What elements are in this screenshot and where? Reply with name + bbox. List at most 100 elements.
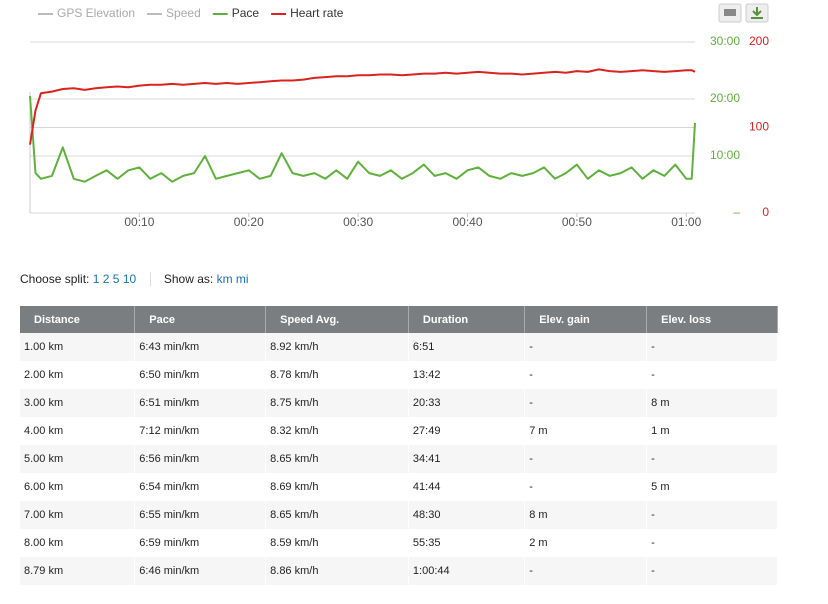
table-cell: 7:12 min/km bbox=[134, 417, 267, 445]
table-cell: 8.78 km/h bbox=[265, 361, 409, 389]
table-cell: 20:33 bbox=[408, 389, 526, 417]
table-cell: 7.00 km bbox=[20, 501, 136, 529]
table-cell: 6:50 min/km bbox=[134, 361, 267, 389]
series-line bbox=[29, 96, 696, 183]
table-cell: - bbox=[646, 361, 778, 389]
table-cell: - bbox=[524, 557, 648, 585]
y-tick-label: 20:00 bbox=[710, 91, 740, 105]
series-line bbox=[29, 68, 696, 145]
table-cell: 6:51 min/km bbox=[134, 389, 267, 417]
table-cell: 2.00 km bbox=[20, 361, 136, 389]
y2-tick-label: 100 bbox=[749, 120, 769, 134]
table-cell: 8.32 km/h bbox=[265, 417, 409, 445]
table-cell: - bbox=[646, 333, 778, 361]
split-link[interactable]: 2 bbox=[102, 272, 110, 286]
table-cell: 8.79 km bbox=[20, 557, 136, 585]
table-cell: 8.59 km/h bbox=[265, 529, 409, 557]
table-row: 8.00 km 6:59 min/km 8.59 km/h 55:35 2 m- bbox=[20, 529, 778, 557]
legend-label: Pace bbox=[232, 6, 260, 20]
x-tick-label: 00:50 bbox=[562, 215, 592, 229]
table-cell: 6:59 min/km bbox=[134, 529, 267, 557]
y2-tick-label: 0 bbox=[762, 205, 769, 219]
download-icon[interactable] bbox=[745, 3, 769, 23]
table-cell: - bbox=[524, 445, 648, 473]
table-cell: 8.92 km/h bbox=[265, 333, 409, 361]
x-tick-label: 00:30 bbox=[343, 215, 373, 229]
table-cell: 6:46 min/km bbox=[134, 557, 267, 585]
column-header: Duration bbox=[408, 306, 526, 333]
legend-label: Speed bbox=[166, 6, 201, 20]
table-cell: 4.00 km bbox=[20, 417, 136, 445]
table-cell: 8 m bbox=[646, 389, 778, 417]
table-cell: 8.75 km/h bbox=[265, 389, 409, 417]
table-cell: 2 m bbox=[524, 529, 648, 557]
legend-label: GPS Elevation bbox=[57, 6, 135, 20]
separator bbox=[149, 272, 151, 286]
column-header: Elev. gain bbox=[524, 306, 648, 333]
table-cell: 1.00 km bbox=[20, 333, 136, 361]
table-cell: - bbox=[646, 557, 778, 585]
table-cell: 8.86 km/h bbox=[265, 557, 409, 585]
table-cell: - bbox=[646, 501, 778, 529]
split-link[interactable]: 5 bbox=[112, 272, 120, 286]
unit-link[interactable]: mi bbox=[235, 272, 249, 286]
table-cell: 8 m bbox=[524, 501, 648, 529]
split-link[interactable]: 10 bbox=[122, 272, 137, 286]
split-link[interactable]: 1 bbox=[92, 272, 100, 286]
table-cell: 6.00 km bbox=[20, 473, 136, 501]
split-options: 1 2 5 10 bbox=[93, 272, 140, 286]
y2-tick-label: 200 bbox=[749, 34, 769, 48]
table-cell: - bbox=[524, 361, 648, 389]
table-cell: 8.65 km/h bbox=[265, 445, 409, 473]
show-label: Show as: bbox=[163, 272, 214, 286]
table-cell: 6:56 min/km bbox=[134, 445, 267, 473]
split-controls: Choose split: 1 2 5 10 Show as: km mi bbox=[20, 272, 249, 286]
print-icon[interactable] bbox=[718, 3, 742, 23]
x-tick-label: 00:40 bbox=[452, 215, 482, 229]
y-tick-label: 30:00 bbox=[710, 34, 740, 48]
column-header: Speed Avg. bbox=[265, 306, 409, 333]
table-cell: 8.00 km bbox=[20, 529, 136, 557]
legend-label: Heart rate bbox=[290, 6, 344, 20]
table-cell: 27:49 bbox=[408, 417, 526, 445]
table-row: 3.00 km 6:51 min/km 8.75 km/h 20:33-8 m bbox=[20, 389, 778, 417]
table-cell: 48:30 bbox=[408, 501, 526, 529]
x-tick-label: 01:00 bbox=[671, 215, 701, 229]
column-header: Pace bbox=[134, 306, 267, 333]
table-cell: 6:55 min/km bbox=[134, 501, 267, 529]
table-cell: 6:54 min/km bbox=[134, 473, 267, 501]
table-cell: - bbox=[524, 333, 648, 361]
table-cell: 5.00 km bbox=[20, 445, 136, 473]
splits-table: Distance Pace Speed Avg. Duration Elev. gain… bbox=[20, 306, 778, 585]
split-label: Choose split: bbox=[20, 272, 90, 286]
column-header: Elev. loss bbox=[646, 306, 778, 333]
table-cell: 6:51 bbox=[408, 333, 526, 361]
table-cell: 1:00:44 bbox=[408, 557, 526, 585]
table-cell: 13:42 bbox=[408, 361, 526, 389]
table-row: 2.00 km 6:50 min/km 8.78 km/h 13:42- - bbox=[20, 361, 778, 389]
y-tick-label: – bbox=[733, 205, 740, 219]
table-cell: 55:35 bbox=[408, 529, 526, 557]
table-cell: - bbox=[524, 473, 648, 501]
table-row: 1.00 km 6:43 min/km 8.92 km/h 6:51- - bbox=[20, 333, 778, 361]
table-cell: 6:43 min/km bbox=[134, 333, 267, 361]
unit-link[interactable]: km bbox=[216, 272, 233, 286]
column-header: Distance bbox=[20, 306, 136, 333]
table-row: 6.00 km 6:54 min/km 8.69 km/h 41:44-5 m bbox=[20, 473, 778, 501]
table-cell: 3.00 km bbox=[20, 389, 136, 417]
x-tick-label: 00:10 bbox=[124, 215, 154, 229]
table-row: 7.00 km 6:55 min/km 8.65 km/h 48:30 8 m- bbox=[20, 501, 778, 529]
table-cell: - bbox=[646, 529, 778, 557]
table-cell: 8.69 km/h bbox=[265, 473, 409, 501]
table-row: 5.00 km 6:56 min/km 8.65 km/h 34:41- - bbox=[20, 445, 778, 473]
chart: GPS Elevation Speed Pace Heart rate – 10:00 20… bbox=[29, 3, 769, 229]
y-tick-label: 10:00 bbox=[710, 148, 740, 162]
table-cell: - bbox=[646, 445, 778, 473]
table-cell: 34:41 bbox=[408, 445, 526, 473]
x-tick-label: 00:20 bbox=[234, 215, 264, 229]
unit-options: km mi bbox=[217, 272, 249, 286]
table-cell: 8.65 km/h bbox=[265, 501, 409, 529]
table-cell: 5 m bbox=[646, 473, 778, 501]
